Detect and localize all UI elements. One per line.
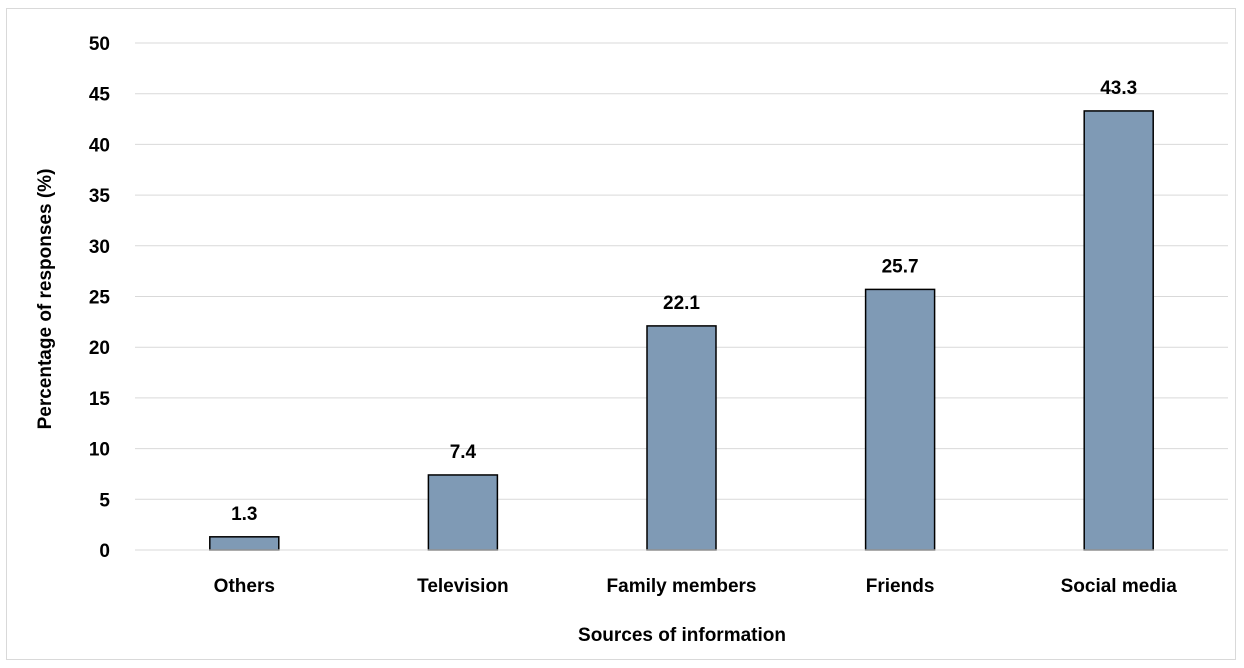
y-tick-label: 20 — [89, 338, 110, 359]
x-tick-label: Social media — [1061, 576, 1178, 597]
bar-social-media — [1083, 110, 1154, 551]
x-tick-label: Television — [417, 576, 509, 597]
chart-frame — [6, 8, 1236, 660]
data-label: 43.3 — [1100, 78, 1137, 99]
data-label: 7.4 — [450, 442, 477, 463]
y-axis-ticks: 0 5 10 15 20 25 30 35 40 45 50 — [89, 34, 111, 562]
x-tick-label: Others — [214, 576, 275, 597]
y-tick-label: 25 — [89, 288, 111, 309]
data-label: 22.1 — [663, 293, 700, 314]
y-tick-label: 15 — [89, 389, 111, 410]
y-tick-label: 10 — [89, 440, 110, 461]
y-axis-title: Percentage of responses (%) — [35, 169, 56, 430]
data-label: 25.7 — [882, 256, 919, 277]
y-tick-label: 35 — [89, 186, 111, 207]
bar-others — [209, 536, 280, 551]
data-labels: 1.3 7.4 22.1 25.7 43.3 — [231, 78, 1137, 525]
y-tick-label: 30 — [89, 237, 110, 258]
x-axis-title: Sources of information — [578, 625, 786, 646]
bar-television — [427, 474, 499, 551]
bars — [209, 110, 1154, 551]
bar-family-members — [646, 325, 717, 551]
x-tick-label: Friends — [866, 576, 935, 597]
y-tick-label: 5 — [99, 490, 110, 511]
y-tick-label: 50 — [89, 34, 110, 55]
y-tick-label: 45 — [89, 85, 111, 106]
bar-friends — [864, 288, 936, 551]
x-axis-categories: Others Television Family members Friends Soc… — [214, 576, 1178, 597]
gridlines — [135, 42, 1228, 500]
x-tick-label: Family members — [607, 576, 757, 597]
data-label: 1.3 — [231, 504, 257, 525]
y-tick-label: 0 — [99, 541, 110, 562]
y-tick-label: 40 — [89, 135, 110, 156]
